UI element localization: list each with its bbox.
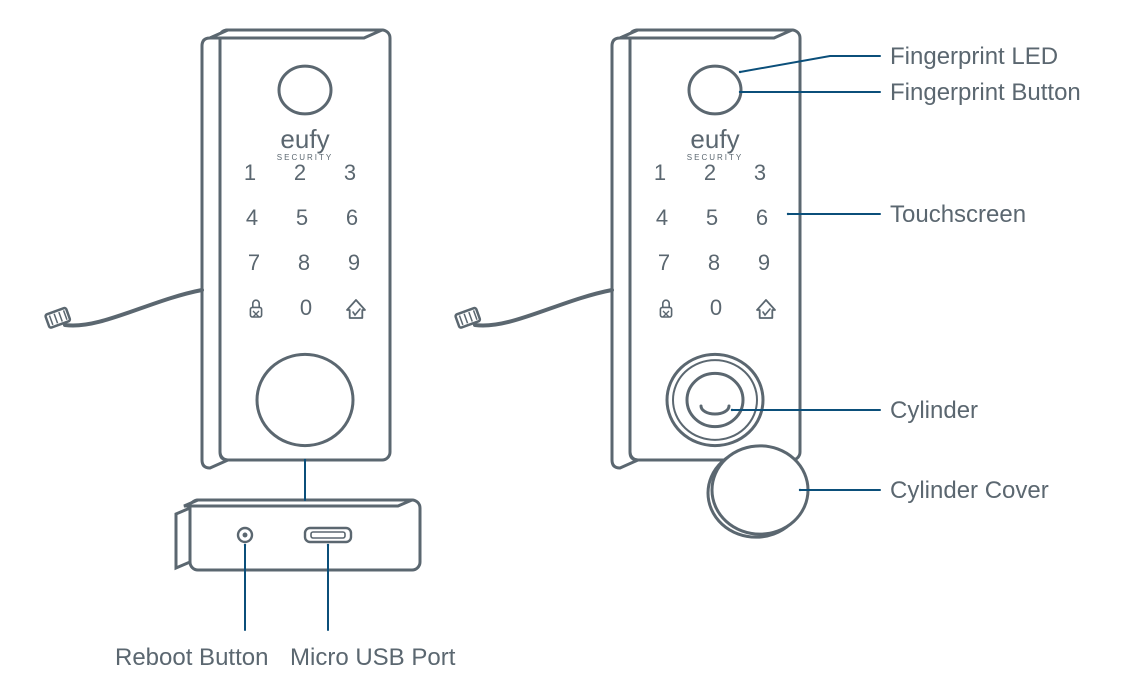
cylinder — [687, 373, 743, 426]
keypad-digit: 9 — [758, 250, 770, 275]
label-fingerprint-button: Fingerprint Button — [890, 79, 1081, 106]
keypad-digit: 1 — [244, 160, 256, 185]
device-right: eufySECURITY1234567890 — [455, 30, 808, 537]
label-touchscreen: Touchscreen — [890, 201, 1026, 228]
keypad-digit: 0 — [300, 295, 312, 320]
device-left: eufySECURITY1234567890 — [45, 30, 390, 468]
fingerprint-sensor — [279, 66, 331, 114]
keypad-digit: 4 — [246, 205, 258, 230]
keypad-digit: 4 — [656, 205, 668, 230]
cylinder-cover — [257, 354, 353, 445]
label-reboot-button: Reboot Button — [115, 644, 268, 671]
fingerprint-sensor — [689, 66, 741, 114]
keypad-digit: 2 — [294, 160, 306, 185]
diagram-canvas: eufySECURITY1234567890eufySECURITY123456… — [0, 0, 1132, 690]
keypad-digit: 8 — [708, 250, 720, 275]
keypad-digit: 7 — [248, 250, 260, 275]
label-cylinder: Cylinder — [890, 397, 978, 424]
cable — [475, 290, 612, 326]
keypad-digit: 6 — [346, 205, 358, 230]
cable — [65, 290, 202, 326]
keypad-digit: 7 — [658, 250, 670, 275]
label-fingerprint-led: Fingerprint LED — [890, 43, 1058, 70]
keypad-digit: 9 — [348, 250, 360, 275]
label-cylinder-cover: Cylinder Cover — [890, 477, 1049, 504]
label-micro-usb-port: Micro USB Port — [290, 644, 456, 671]
cylinder-cover-detached — [712, 446, 808, 534]
keypad-digit: 8 — [298, 250, 310, 275]
device-bottom-view — [176, 500, 420, 570]
keypad-digit: 1 — [654, 160, 666, 185]
keypad-digit: 3 — [754, 160, 766, 185]
brand-name: eufy — [280, 124, 329, 154]
keypad-digit: 6 — [756, 205, 768, 230]
brand-name: eufy — [690, 124, 739, 154]
keypad-digit: 0 — [710, 295, 722, 320]
keypad-digit: 2 — [704, 160, 716, 185]
keypad-digit: 5 — [706, 205, 718, 230]
keypad-digit: 3 — [344, 160, 356, 185]
keypad-digit: 5 — [296, 205, 308, 230]
